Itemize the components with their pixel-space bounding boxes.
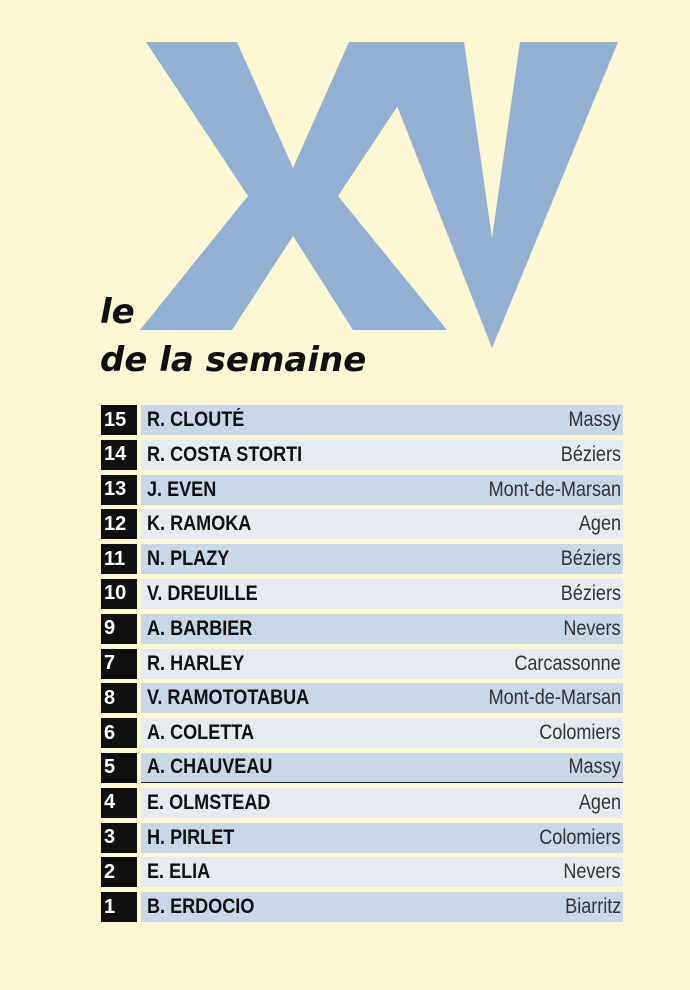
player-cell: A. BARBIER Nevers bbox=[141, 613, 623, 644]
roster-row: 13 J. EVEN Mont-de-Marsan bbox=[101, 474, 623, 505]
jersey-number: 2 bbox=[101, 857, 137, 888]
player-cell: H. PIRLET Colomiers bbox=[141, 822, 623, 853]
player-cell: V. DREUILLE Béziers bbox=[141, 578, 623, 609]
player-name: R. COSTA STORTI bbox=[147, 442, 303, 466]
player-club: Massy bbox=[568, 408, 621, 431]
roster-row: 8 V. RAMOTOTABUA Mont-de-Marsan bbox=[101, 683, 623, 714]
jersey-number: 7 bbox=[101, 648, 137, 679]
player-club: Carcassonne bbox=[514, 651, 621, 675]
jersey-number: 14 bbox=[101, 439, 137, 470]
player-name: J. EVEN bbox=[147, 477, 217, 501]
player-name: K. RAMOKA bbox=[147, 512, 252, 536]
player-cell: K. RAMOKA Agen bbox=[141, 509, 623, 540]
x-letter-shape bbox=[140, 42, 447, 330]
jersey-number: 5 bbox=[101, 752, 137, 783]
player-name: V. DREUILLE bbox=[147, 581, 258, 605]
jersey-number: 3 bbox=[101, 822, 137, 853]
player-cell: R. CLOUTÉ Massy bbox=[141, 405, 623, 435]
jersey-number: 13 bbox=[101, 474, 137, 505]
player-cell: J. EVEN Mont-de-Marsan bbox=[141, 474, 623, 505]
player-name: A. CHAUVEAU bbox=[147, 755, 273, 779]
player-cell: N. PLAZY Béziers bbox=[141, 544, 623, 575]
player-cell: R. COSTA STORTI Béziers bbox=[141, 439, 623, 470]
player-name: N. PLAZY bbox=[147, 547, 230, 571]
jersey-number: 10 bbox=[101, 578, 137, 609]
player-club: Béziers bbox=[560, 581, 621, 605]
player-name: E. ELIA bbox=[147, 860, 211, 884]
roster-row: 11 N. PLAZY Béziers bbox=[101, 544, 623, 575]
player-name: H. PIRLET bbox=[147, 825, 235, 849]
player-club: Agen bbox=[578, 512, 621, 536]
player-club: Colomiers bbox=[539, 825, 621, 849]
roster-row: 2 E. ELIA Nevers bbox=[101, 857, 623, 888]
player-cell: A. CHAUVEAU Massy bbox=[141, 752, 623, 783]
roster-row: 1 B. ERDOCIO Biarritz bbox=[101, 892, 623, 923]
player-club: Mont-de-Marsan bbox=[488, 686, 621, 710]
roster-row: 5 A. CHAUVEAU Massy bbox=[101, 752, 623, 783]
title-le: le bbox=[100, 292, 135, 332]
roster-list: 15 R. CLOUTÉ Massy 14 R. COSTA STORTI Bé… bbox=[101, 405, 623, 927]
xv-logo-text: XV bbox=[140, 40, 142, 41]
player-club: Nevers bbox=[563, 860, 621, 884]
roster-row: 3 H. PIRLET Colomiers bbox=[101, 822, 623, 853]
roster-row: 12 K. RAMOKA Agen bbox=[101, 509, 623, 540]
player-club: Agen bbox=[578, 790, 621, 814]
player-name: E. OLMSTEAD bbox=[147, 790, 271, 814]
player-club: Biarritz bbox=[564, 895, 621, 919]
title-de-la-semaine: de la semaine bbox=[100, 340, 367, 380]
jersey-number: 4 bbox=[101, 787, 137, 818]
player-club: Colomiers bbox=[539, 721, 621, 745]
jersey-number: 8 bbox=[101, 683, 137, 714]
jersey-number: 11 bbox=[101, 544, 137, 575]
player-name: B. ERDOCIO bbox=[147, 895, 255, 919]
player-club: Massy bbox=[568, 755, 621, 779]
roster-row: 4 E. OLMSTEAD Agen bbox=[101, 787, 623, 818]
roster-row: 9 A. BARBIER Nevers bbox=[101, 613, 623, 644]
player-club: Mont-de-Marsan bbox=[488, 477, 621, 501]
roster-row: 15 R. CLOUTÉ Massy bbox=[101, 405, 623, 435]
player-club: Béziers bbox=[560, 547, 621, 571]
player-name: A. COLETTA bbox=[147, 721, 255, 745]
v-letter-shape bbox=[372, 42, 618, 348]
jersey-number: 12 bbox=[101, 509, 137, 540]
player-cell: E. ELIA Nevers bbox=[141, 857, 623, 888]
roster-row: 7 R. HARLEY Carcassonne bbox=[101, 648, 623, 679]
jersey-number: 6 bbox=[101, 718, 137, 749]
player-club: Nevers bbox=[563, 616, 621, 640]
jersey-number: 1 bbox=[101, 892, 137, 923]
jersey-number: 9 bbox=[101, 613, 137, 644]
player-name: R. HARLEY bbox=[147, 651, 245, 675]
player-cell: A. COLETTA Colomiers bbox=[141, 718, 623, 749]
roster-row: 10 V. DREUILLE Béziers bbox=[101, 578, 623, 609]
roster-row: 14 R. COSTA STORTI Béziers bbox=[101, 439, 623, 470]
xv-logo: XV bbox=[140, 40, 618, 348]
player-cell: E. OLMSTEAD Agen bbox=[141, 787, 623, 818]
player-cell: V. RAMOTOTABUA Mont-de-Marsan bbox=[141, 683, 623, 714]
jersey-number: 15 bbox=[101, 405, 137, 435]
roster-row: 6 A. COLETTA Colomiers bbox=[101, 718, 623, 749]
player-name: R. CLOUTÉ bbox=[147, 408, 245, 431]
player-cell: B. ERDOCIO Biarritz bbox=[141, 892, 623, 923]
player-cell: R. HARLEY Carcassonne bbox=[141, 648, 623, 679]
player-club: Béziers bbox=[560, 442, 621, 466]
player-name: A. BARBIER bbox=[147, 616, 253, 640]
player-name: V. RAMOTOTABUA bbox=[147, 686, 310, 710]
